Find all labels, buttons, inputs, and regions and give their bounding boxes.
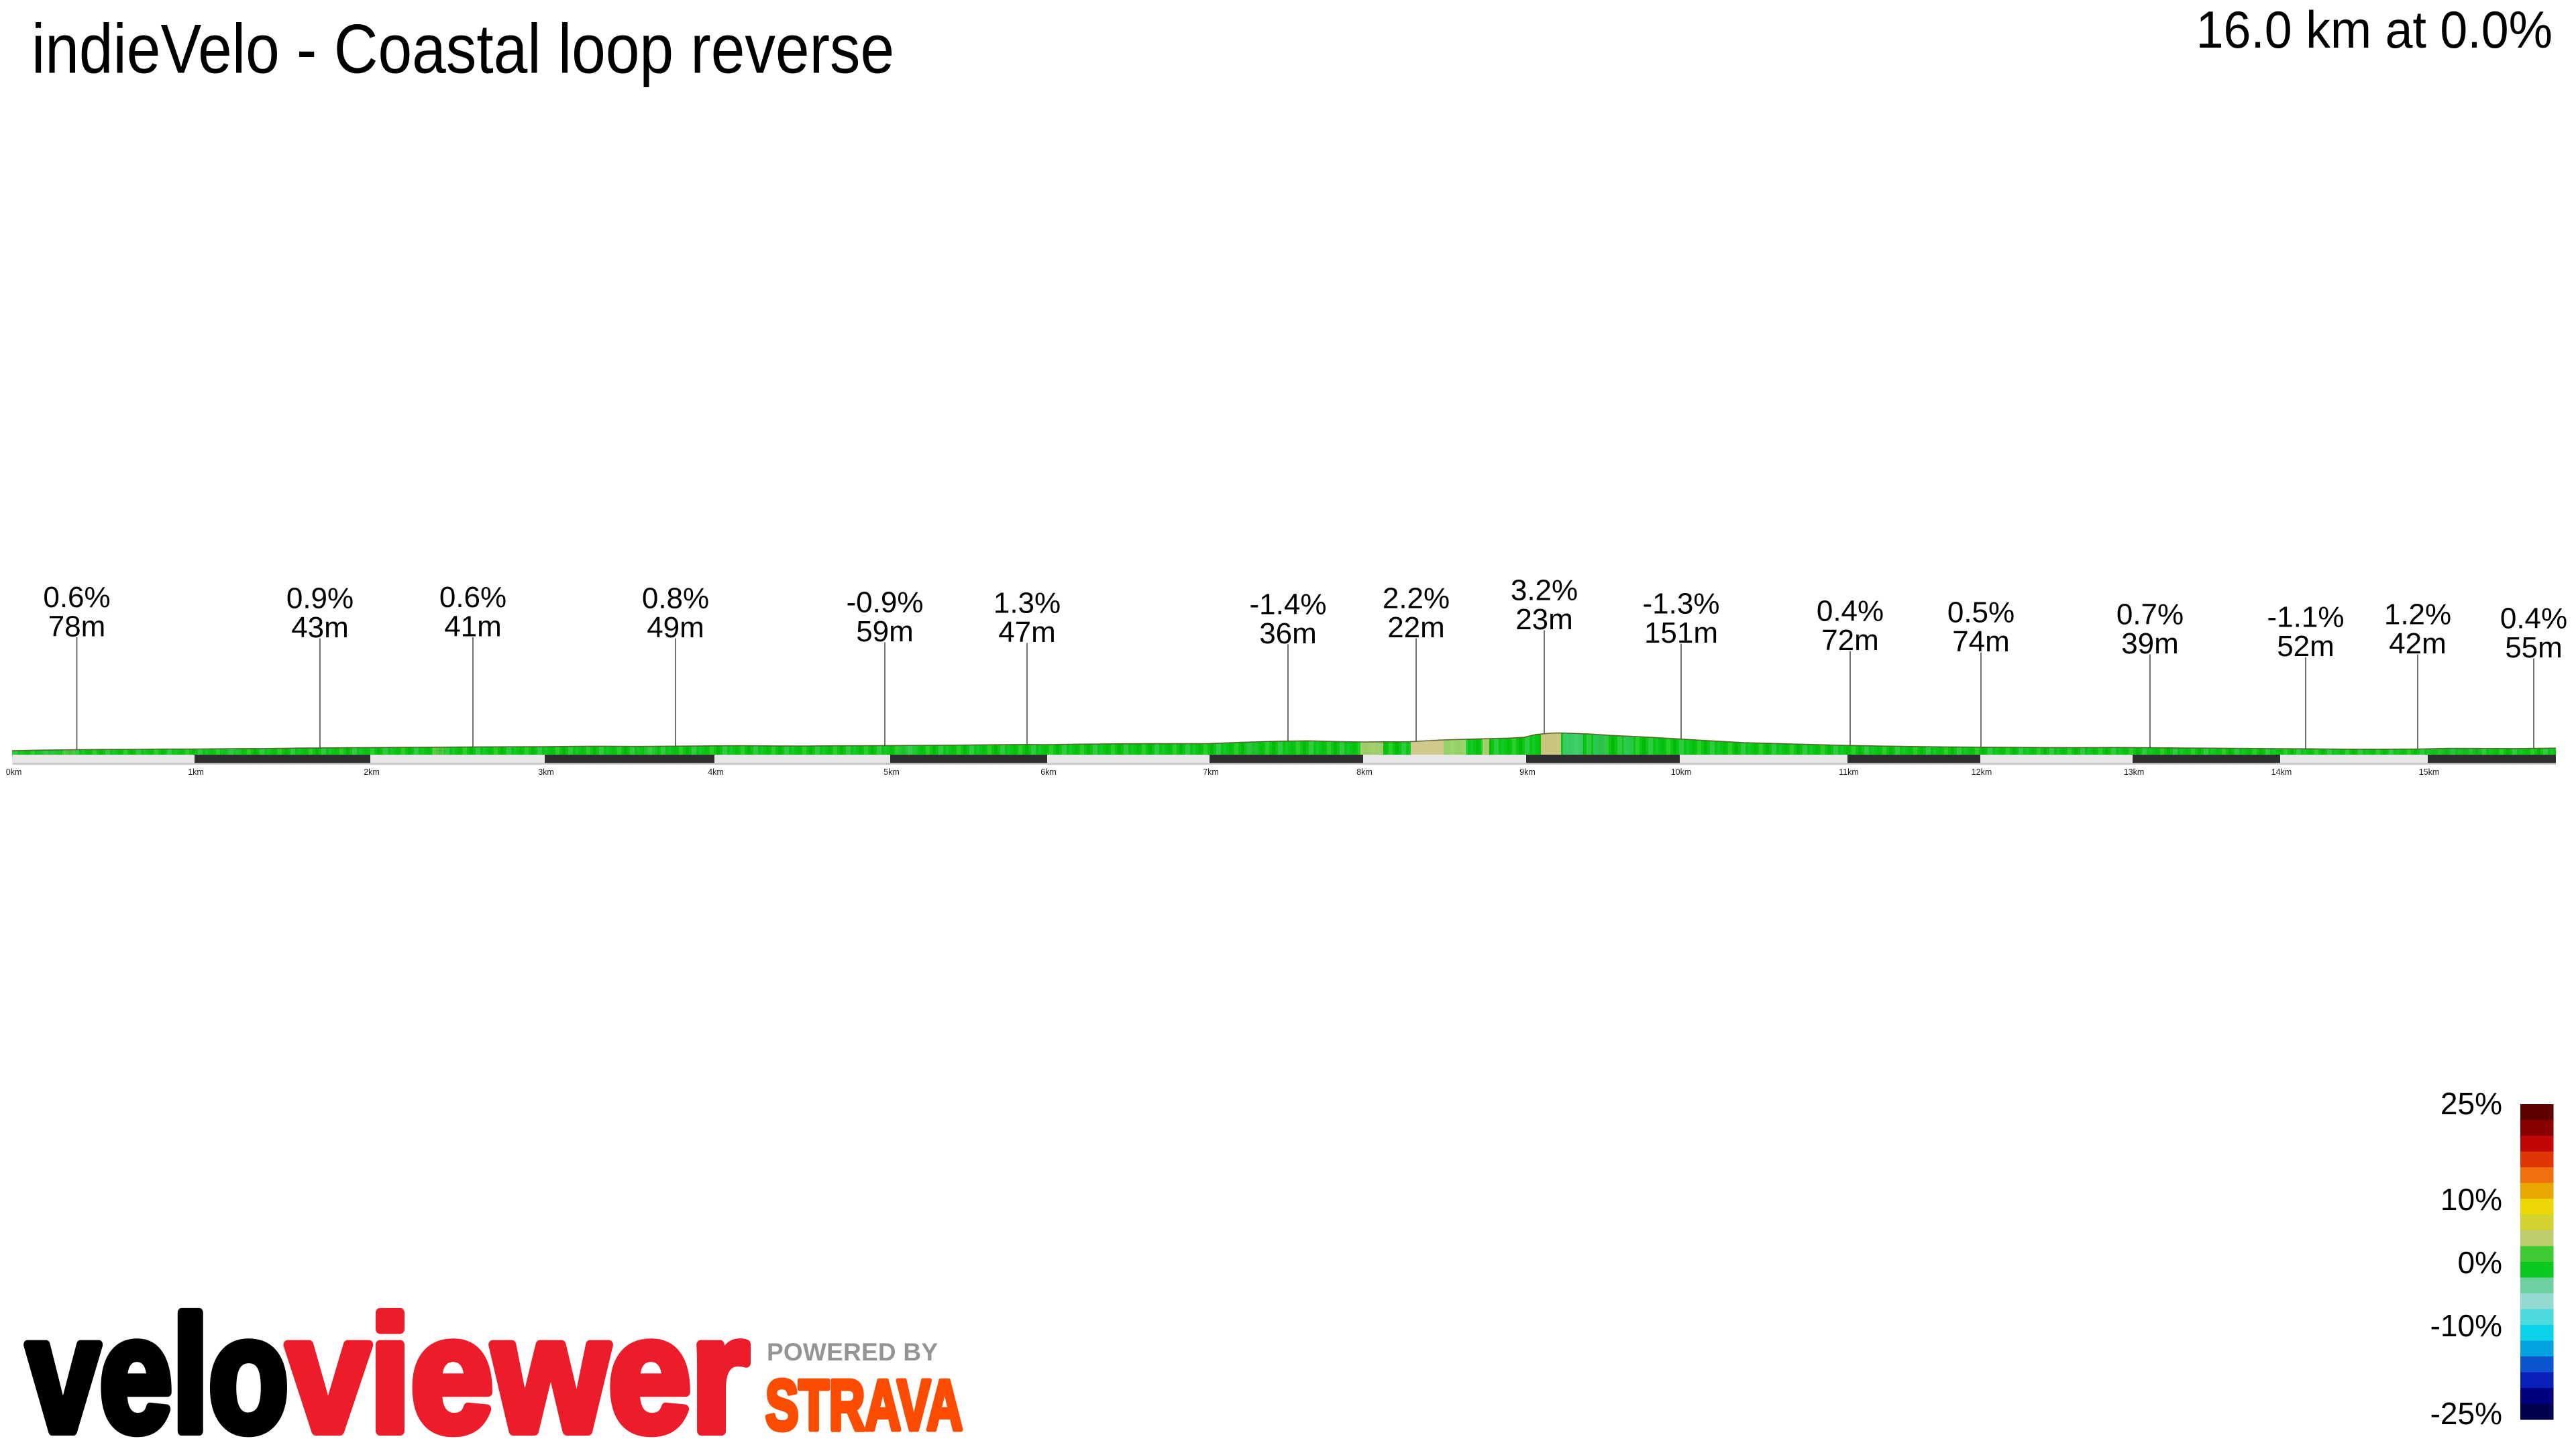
svg-text:indieVelo - Coastal loop rever: indieVelo - Coastal loop reverse: [32, 10, 894, 88]
svg-text:41m: 41m: [444, 610, 502, 643]
svg-text:0km: 0km: [6, 767, 22, 777]
svg-text:14km: 14km: [2271, 767, 2292, 777]
svg-text:10%: 10%: [2440, 1182, 2502, 1217]
svg-text:POWERED BY: POWERED BY: [767, 1338, 938, 1366]
svg-text:13km: 13km: [2124, 767, 2145, 777]
svg-text:5km: 5km: [883, 767, 900, 777]
svg-text:23m: 23m: [1515, 603, 1573, 636]
svg-text:6km: 6km: [1040, 767, 1057, 777]
svg-text:0.5%: 0.5%: [1947, 596, 2015, 629]
svg-text:0.8%: 0.8%: [642, 582, 709, 615]
svg-text:0%: 0%: [2458, 1245, 2502, 1280]
svg-text:-1.4%: -1.4%: [1250, 588, 1327, 621]
svg-text:16.0 km at 0.0%: 16.0 km at 0.0%: [2196, 1, 2553, 59]
svg-text:52m: 52m: [2277, 630, 2334, 663]
svg-text:1.3%: 1.3%: [994, 587, 1061, 620]
svg-text:3.2%: 3.2%: [1511, 574, 1578, 607]
svg-text:47m: 47m: [998, 616, 1056, 649]
svg-text:velo: velo: [27, 1284, 288, 1449]
svg-text:7km: 7km: [1203, 767, 1219, 777]
svg-text:39m: 39m: [2121, 627, 2179, 660]
svg-text:151m: 151m: [1644, 616, 1718, 649]
svg-text:36m: 36m: [1259, 617, 1317, 650]
svg-text:-10%: -10%: [2430, 1308, 2502, 1343]
svg-text:-1.1%: -1.1%: [2267, 601, 2345, 634]
svg-text:12km: 12km: [1972, 767, 1992, 777]
svg-text:22m: 22m: [1387, 611, 1445, 644]
svg-text:4km: 4km: [708, 767, 724, 777]
svg-text:0.6%: 0.6%: [439, 581, 506, 614]
svg-text:15km: 15km: [2419, 767, 2440, 777]
svg-text:10km: 10km: [1671, 767, 1692, 777]
svg-text:11km: 11km: [1839, 767, 1859, 777]
svg-text:43m: 43m: [291, 611, 349, 644]
svg-text:0.6%: 0.6%: [43, 581, 110, 614]
svg-text:55m: 55m: [2505, 631, 2563, 664]
svg-text:3km: 3km: [538, 767, 554, 777]
svg-text:viewer: viewer: [287, 1284, 749, 1449]
svg-text:74m: 74m: [1952, 625, 2010, 658]
svg-text:49m: 49m: [647, 611, 704, 644]
svg-text:-25%: -25%: [2430, 1396, 2502, 1431]
svg-text:0.7%: 0.7%: [2116, 598, 2184, 631]
svg-text:59m: 59m: [856, 615, 914, 648]
svg-text:78m: 78m: [48, 610, 106, 643]
svg-text:42m: 42m: [2389, 627, 2447, 660]
svg-text:0.4%: 0.4%: [2500, 602, 2567, 635]
svg-text:STRAVA: STRAVA: [765, 1366, 963, 1445]
svg-text:1.2%: 1.2%: [2384, 598, 2451, 631]
svg-text:0.4%: 0.4%: [1817, 595, 1884, 628]
svg-text:9km: 9km: [1519, 767, 1536, 777]
svg-text:72m: 72m: [1821, 624, 1879, 657]
svg-text:-0.9%: -0.9%: [847, 586, 924, 619]
svg-text:2km: 2km: [364, 767, 380, 777]
svg-text:1km: 1km: [188, 767, 204, 777]
svg-text:8km: 8km: [1356, 767, 1373, 777]
svg-text:25%: 25%: [2440, 1086, 2502, 1121]
svg-text:0.9%: 0.9%: [286, 582, 354, 615]
svg-text:-1.3%: -1.3%: [1643, 588, 1720, 621]
svg-text:2.2%: 2.2%: [1383, 582, 1450, 615]
